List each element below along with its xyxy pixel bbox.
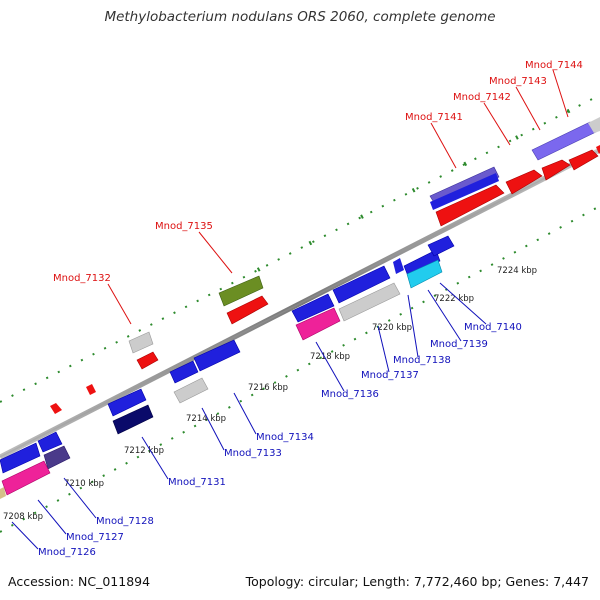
scale-label: 7216 kbp <box>248 383 288 393</box>
gene-label-mnod-7142: Mnod_7142 <box>453 92 511 103</box>
scale-label: 7222 kbp <box>434 294 474 304</box>
topology-text: Topology: circular; Length: 7,772,460 bp… <box>245 574 589 589</box>
gene-mnod-7127 <box>1 460 51 496</box>
gene-mnod-7126-blue <box>0 442 41 474</box>
gene-label-mnod-7140: Mnod_7140 <box>464 322 522 333</box>
gene-mnod-7135-red <box>226 295 269 325</box>
gene-label-mnod-7128: Mnod_7128 <box>96 516 154 527</box>
gene-label-mnod-7136: Mnod_7136 <box>321 389 379 400</box>
gene-label-mnod-7126: Mnod_7126 <box>38 547 96 558</box>
gene-mnod-7127-blue <box>37 431 63 453</box>
gene-mnod-7133 <box>169 360 199 384</box>
gene-mnod-7140b <box>393 258 404 274</box>
gene-label-mnod-7137: Mnod_7137 <box>361 370 419 381</box>
outer-dotted-track <box>0 93 600 403</box>
red-leader-lines <box>107 69 569 325</box>
gene-mnod-7143 <box>541 159 571 181</box>
gene-mnod-7136 <box>291 293 335 323</box>
gene-mnod-7141-blue <box>430 173 499 210</box>
genome-backbone <box>0 147 600 460</box>
gene-mnod-7137b <box>338 282 401 322</box>
scale-label: 7218 kbp <box>310 352 350 362</box>
gene-mnod-7143b <box>568 149 599 171</box>
gene-mnod-7141-red <box>435 184 505 227</box>
gene-label-mnod-7141: Mnod_7141 <box>405 112 463 123</box>
reverse-genes <box>0 235 455 499</box>
scale-labels: 7208 kbp 7210 kbp 7212 kbp 7214 kbp 7216… <box>3 266 537 522</box>
gene-mnod-7131 <box>107 388 147 417</box>
gene-mnod-7137 <box>332 265 391 304</box>
gene-mnod-7131b <box>112 404 154 435</box>
gene-label-mnod-7144: Mnod_7144 <box>525 60 583 71</box>
gene-mnod-7128 <box>43 445 71 470</box>
scale-label: 7208 kbp <box>3 512 43 522</box>
scale-label: 7212 kbp <box>124 446 164 456</box>
gene-label-mnod-7127: Mnod_7127 <box>66 532 124 543</box>
gene-mnod-7136b <box>295 307 341 341</box>
gene-label-mnod-7138: Mnod_7138 <box>393 355 451 366</box>
red-labels: Mnod_7132 Mnod_7135 Mnod_7141 Mnod_7142 … <box>53 60 583 284</box>
gene-mnod-7138 <box>427 235 455 257</box>
gene-mnod-7126 <box>0 487 6 499</box>
scale-label: 7224 kbp <box>497 266 537 276</box>
gene-small-red-1 <box>86 384 96 395</box>
gene-label-mnod-7139: Mnod_7139 <box>430 339 488 350</box>
gene-label-mnod-7131: Mnod_7131 <box>168 477 226 488</box>
map-title: Methylobacterium nodulans ORS 2060, comp… <box>104 9 496 25</box>
gene-mnod-7132-red <box>136 351 159 370</box>
gene-small-red-2 <box>50 403 62 414</box>
gene-mnod-7140 <box>403 249 441 277</box>
gene-mnod-7144b <box>588 117 600 133</box>
gene-label-mnod-7132: Mnod_7132 <box>53 273 111 284</box>
gene-mnod-7142 <box>505 169 543 195</box>
gene-mnod-7134 <box>193 339 241 372</box>
scale-label: 7214 kbp <box>186 414 226 424</box>
gene-mnod-7139 <box>406 259 443 289</box>
accession-text: Accession: NC_011894 <box>8 574 151 589</box>
gene-mnod-7133b <box>173 377 209 404</box>
blue-labels: Mnod_7126 Mnod_7127 Mnod_7128 Mnod_7131 … <box>38 322 522 558</box>
gene-mnod-7132-gray <box>128 331 154 354</box>
gene-label-mnod-7143: Mnod_7143 <box>489 76 547 87</box>
gene-label-mnod-7133: Mnod_7133 <box>224 448 282 459</box>
gene-label-mnod-7134: Mnod_7134 <box>256 432 314 443</box>
gene-mnod-7135-green <box>218 275 264 307</box>
gene-label-mnod-7135: Mnod_7135 <box>155 221 213 232</box>
scale-label: 7220 kbp <box>372 323 412 333</box>
scale-label: 7210 kbp <box>64 479 104 489</box>
gene-mnod-7144c <box>596 145 600 154</box>
blue-leader-lines <box>11 282 487 550</box>
forward-genes <box>0 117 600 474</box>
